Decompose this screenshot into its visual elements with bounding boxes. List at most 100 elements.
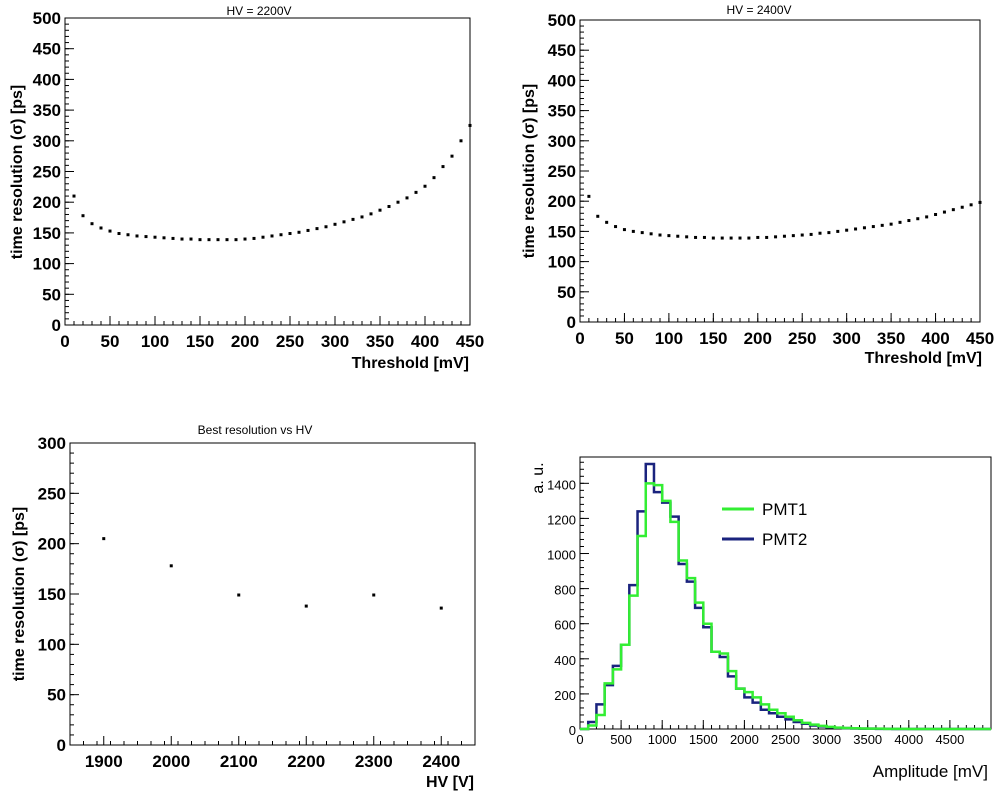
data-point (189, 237, 193, 241)
data-layer (580, 462, 991, 731)
y-tick-label: 500 (33, 9, 61, 28)
x-tick-label: 4500 (935, 732, 964, 747)
x-tick-label: 3000 (812, 732, 841, 747)
x-tick-label: 50 (615, 329, 634, 348)
y-tick-label: 1000 (547, 548, 576, 563)
data-point (809, 232, 813, 236)
data-point (432, 176, 436, 180)
data-point (81, 214, 85, 218)
data-point (649, 232, 653, 236)
data-point (441, 165, 445, 169)
data-point (916, 217, 920, 221)
y-tick-label: 1400 (547, 477, 576, 492)
panel-amplitude-histogram: Amplitude [mV] a. u. 0 500 1000 1500 2000 250… (530, 456, 992, 781)
y-tick-label: 50 (42, 285, 61, 304)
data-point (774, 235, 778, 239)
data-point (387, 204, 391, 208)
data-point (587, 194, 591, 198)
y-tick-label: 200 (548, 192, 576, 211)
data-layer (102, 537, 443, 610)
data-point (117, 232, 121, 236)
x-tick-label: 450 (456, 332, 484, 351)
data-point (126, 233, 130, 237)
data-point (871, 225, 875, 229)
data-point (729, 236, 733, 240)
panel-hv2400: HV = 2400V Threshold [mV] time resolutio… (521, 3, 994, 367)
y-tick-label: 350 (33, 101, 61, 120)
y-tick-label: 150 (33, 224, 61, 243)
data-layer (72, 123, 472, 242)
x-tick-label: 350 (366, 332, 394, 351)
y-tick-label: 0 (567, 313, 576, 332)
data-point (306, 228, 310, 232)
x-tick-label: 2300 (355, 752, 393, 771)
data-point (162, 236, 166, 240)
data-point (405, 196, 409, 200)
y-tick-label: 150 (548, 222, 576, 241)
y-axis-title: time resolution (σ) [ps] (11, 507, 28, 682)
y-tick-label: 800 (554, 583, 576, 598)
histogram-pmt1 (580, 482, 991, 731)
x-tick-label: 4000 (894, 732, 923, 747)
x-axis-title: Threshold [mV] (352, 355, 469, 372)
data-point (800, 233, 804, 237)
x-tick-label: 500 (610, 732, 632, 747)
data-point (450, 154, 454, 158)
y-tick-label: 1200 (547, 512, 576, 527)
data-point (711, 236, 715, 240)
x-tick-label: 1500 (689, 732, 718, 747)
x-tick-label: 300 (832, 329, 860, 348)
y-axis-title: a. u. (530, 462, 547, 493)
data-point (640, 231, 644, 235)
y-tick-label: 250 (33, 163, 61, 182)
x-tick-label: 250 (276, 332, 304, 351)
x-tick-label: 0 (575, 329, 584, 348)
y-tick-label: 250 (548, 162, 576, 181)
data-point (836, 229, 840, 233)
y-tick-label: 0 (57, 736, 66, 755)
x-tick-label: 150 (699, 329, 727, 348)
data-point (631, 229, 635, 233)
x-tick-label: 400 (921, 329, 949, 348)
data-point (333, 222, 337, 226)
x-axis-title: Threshold [mV] (865, 350, 982, 367)
y-tick-label: 100 (548, 253, 576, 272)
data-point (614, 225, 618, 229)
data-point (951, 208, 955, 212)
data-point (108, 229, 112, 233)
x-tick-label: 0 (60, 332, 69, 351)
data-point (135, 234, 139, 238)
x-axis-title: Amplitude [mV] (873, 762, 988, 781)
data-point (622, 228, 626, 232)
panel-title: HV = 2200V (226, 4, 291, 18)
x-tick-label: 2000 (152, 752, 190, 771)
data-point (827, 231, 831, 235)
data-point (279, 233, 283, 237)
data-point (685, 235, 689, 239)
data-point (372, 593, 376, 597)
y-tick-label: 250 (38, 484, 66, 503)
y-tick-label: 500 (548, 11, 576, 30)
y-axis-title: time resolution (σ) [ps] (9, 85, 26, 260)
data-point (960, 205, 964, 209)
panel-title: Best resolution vs HV (198, 423, 313, 437)
x-axis-title: HV [V] (426, 774, 474, 791)
data-point (880, 223, 884, 227)
data-point (694, 235, 698, 239)
y-tick-label: 300 (548, 132, 576, 151)
panel-title: HV = 2400V (726, 3, 791, 17)
tick-layer: 0 500 1000 1500 2000 2500 3000 3500 4000 4500 0 200… (547, 461, 992, 747)
y-tick-label: 100 (38, 635, 66, 654)
y-tick-label: 50 (47, 686, 66, 705)
data-point (596, 214, 600, 218)
legend-label-pmt2: PMT2 (762, 530, 807, 549)
tick-layer: 1900 2000 2100 2200 2300 2400 0 50 100 150 200 250 3… (38, 434, 476, 771)
x-tick-label: 0 (576, 732, 583, 747)
data-point (862, 226, 866, 230)
data-point (225, 238, 229, 242)
x-tick-label: 250 (788, 329, 816, 348)
y-tick-label: 150 (38, 585, 66, 604)
x-tick-label: 50 (101, 332, 120, 351)
data-point (180, 237, 184, 241)
